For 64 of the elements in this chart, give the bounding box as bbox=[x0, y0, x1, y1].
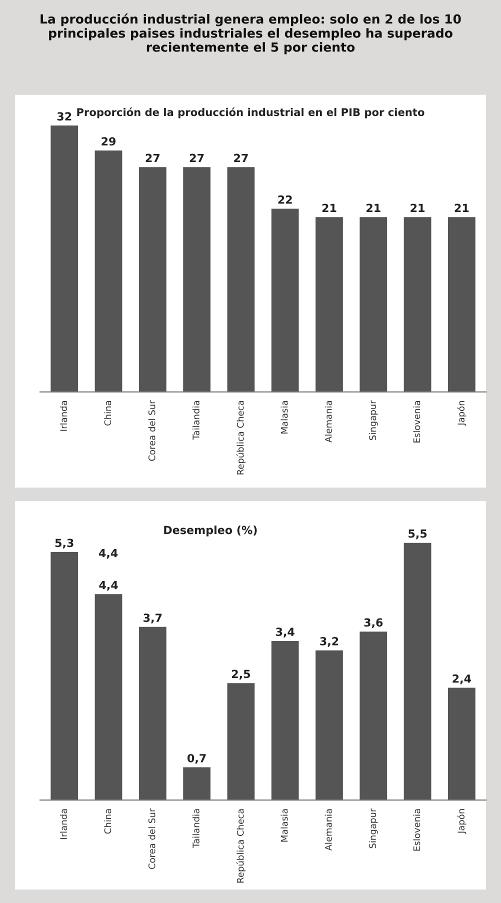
data-label: 2,4 bbox=[452, 674, 472, 684]
data-label: 27 bbox=[234, 154, 248, 162]
x-tick-label: Corea del Sur bbox=[148, 808, 156, 870]
x-tick-label: Tailandia bbox=[192, 809, 200, 848]
bar bbox=[227, 683, 255, 800]
bar bbox=[183, 767, 210, 800]
data-label: 22 bbox=[278, 195, 292, 204]
bar bbox=[183, 167, 210, 392]
data-label: 5,5 bbox=[408, 530, 427, 540]
x-tick-label: Eslovenia bbox=[413, 809, 420, 851]
data-label: 3,2 bbox=[320, 636, 338, 647]
bar bbox=[94, 150, 122, 392]
bar bbox=[448, 217, 476, 392]
data-label: 4,4 bbox=[99, 580, 118, 591]
bar bbox=[227, 167, 255, 392]
bar bbox=[404, 217, 432, 392]
data-label: 32 bbox=[57, 112, 72, 121]
x-tick-label: Alemania bbox=[324, 401, 332, 442]
x-tick-label: Japón bbox=[457, 809, 466, 834]
bar bbox=[50, 552, 78, 800]
data-label: 29 bbox=[102, 137, 116, 146]
x-tick-label: China bbox=[104, 809, 112, 834]
data-label: 27 bbox=[190, 154, 204, 162]
x-tick-label: República Checa bbox=[236, 809, 246, 883]
data-label: 21 bbox=[454, 204, 469, 212]
x-tick-label: Malasia bbox=[280, 401, 288, 434]
x-tick-label: Irlanda bbox=[60, 809, 67, 839]
bar bbox=[360, 217, 388, 392]
data-label: 3,4 bbox=[276, 628, 294, 638]
bar bbox=[138, 167, 166, 392]
x-tick-label: República Checa bbox=[236, 401, 246, 474]
x-tick-label: Tailandia bbox=[192, 401, 200, 440]
bar bbox=[50, 126, 78, 392]
x-tick-label: Eslovenia bbox=[413, 401, 420, 442]
data-label: 21 bbox=[410, 204, 425, 212]
data-label: 0,7 bbox=[187, 754, 206, 764]
x-tick-label: Singapur bbox=[369, 808, 378, 848]
bar bbox=[360, 632, 388, 800]
bar bbox=[271, 208, 299, 392]
bar bbox=[271, 640, 299, 800]
chart-title: La producción industrial genera empleo: solo en 2 de los 10 principales paises industriales el desempleo ha superado recientemente el 5 por ciento bbox=[40, 14, 461, 54]
bar bbox=[94, 594, 122, 800]
data-label: 27 bbox=[146, 154, 160, 162]
data-label: 21 bbox=[366, 204, 380, 212]
bar bbox=[138, 626, 166, 800]
data-label: 3,7 bbox=[144, 614, 162, 624]
x-tick-label: Irlanda bbox=[60, 401, 67, 431]
x-tick-label: Malasia bbox=[280, 809, 288, 842]
chart-subtitle: Proporción de la producción industrial en el PIB por ciento bbox=[77, 108, 424, 118]
bar bbox=[316, 217, 343, 392]
data-label: 21 bbox=[322, 204, 336, 212]
x-tick-label: Alemania bbox=[324, 809, 332, 851]
data-label: 3,6 bbox=[364, 618, 383, 628]
bar bbox=[448, 688, 476, 800]
x-tick-label: Singapur bbox=[369, 400, 378, 440]
bar bbox=[404, 542, 432, 800]
chart-title: Desempleo (%) bbox=[164, 526, 257, 536]
annotation: 4,4 bbox=[98, 549, 118, 559]
bar bbox=[316, 650, 343, 800]
data-label: 5,3 bbox=[55, 538, 74, 549]
x-tick-label: Japón bbox=[457, 401, 466, 426]
x-tick-label: Corea del Sur bbox=[148, 400, 156, 461]
data-label: 2,5 bbox=[232, 670, 250, 680]
x-tick-label: China bbox=[104, 401, 112, 426]
